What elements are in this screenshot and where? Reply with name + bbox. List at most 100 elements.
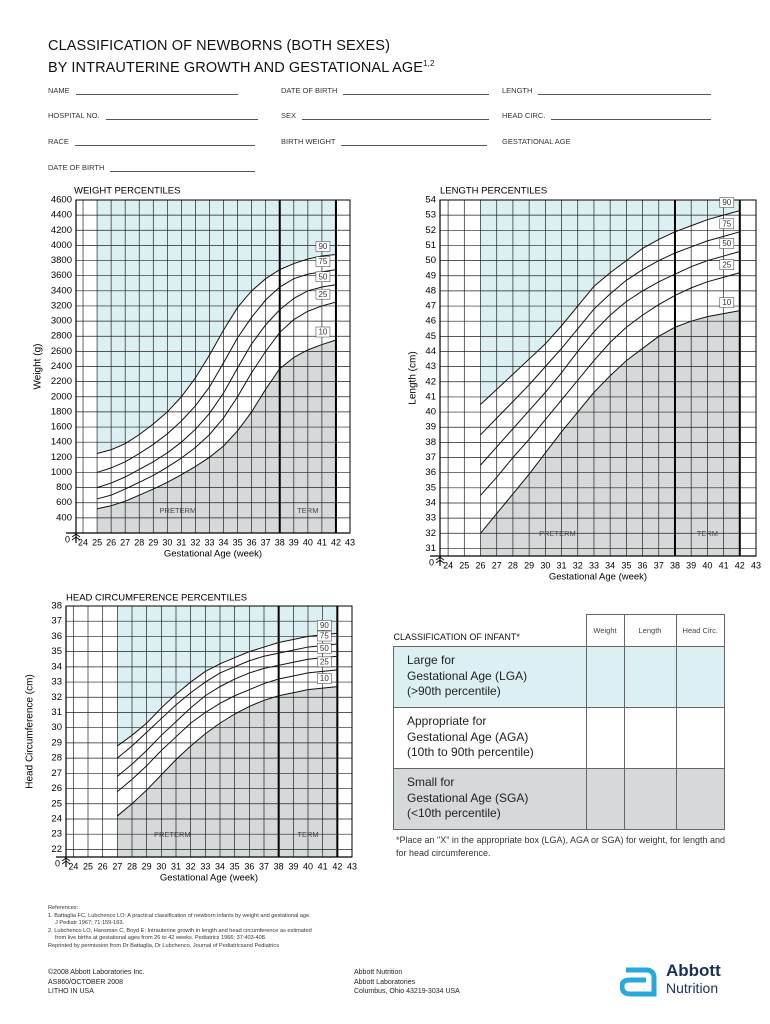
logo-shape: [620, 967, 657, 997]
reference-line: 2. Lubchenco LO, Hansman C, Boyd E: Intr…: [48, 927, 312, 934]
x-tick-label: 33: [204, 537, 214, 547]
y-tick-label: 41: [425, 391, 436, 402]
check-cell: [623, 645, 677, 708]
y-tick-label: 31: [51, 707, 62, 718]
logo-mark: [620, 967, 657, 997]
row-label-line: Gestational Age (AGA): [407, 729, 529, 744]
row-label-line: Large for: [407, 653, 456, 668]
row-label-line: Appropriate for: [407, 714, 487, 729]
y-tick-label: 4200: [51, 225, 72, 236]
series-label: 50: [318, 272, 327, 281]
x-tick-label: 29: [148, 537, 158, 547]
table-row: Appropriate for Gestational Age (AGA) (10t…: [393, 706, 725, 769]
x-tick-label: 29: [142, 861, 152, 871]
percentile-line: [96, 284, 337, 489]
x-tick-label: 39: [289, 537, 299, 547]
table-title: CLASSIFICATION OF INFANT*: [393, 614, 587, 647]
y-tick-label: 45: [425, 331, 436, 342]
x-tick-label: 24: [68, 861, 78, 871]
y-tick-label: 3400: [51, 285, 72, 296]
percentile-line: [117, 632, 338, 747]
region-label: PRETERM: [160, 506, 197, 515]
series-label: 25: [722, 260, 731, 269]
field-label: RACE: [48, 137, 69, 146]
x-tick-label: 37: [261, 537, 271, 547]
x-tick-label: 33: [589, 560, 599, 570]
y-tick-label: 25: [51, 798, 62, 809]
x-tick-label: 34: [215, 861, 225, 871]
y-tick-label: 38: [425, 437, 436, 448]
y-tick-label: 33: [425, 513, 436, 524]
x-tick-label: 36: [244, 861, 254, 871]
form-field: RACE: [48, 137, 255, 146]
check-cell: [585, 706, 625, 769]
y-tick-label: 2200: [51, 376, 72, 387]
x-tick-label: 33: [200, 861, 210, 871]
x-tick-label: 31: [557, 560, 567, 570]
series-label: 10: [318, 328, 327, 337]
form-field: HEAD CIRC.: [502, 111, 712, 120]
y-tick-label: 40: [425, 407, 436, 418]
row-label-line: Small for: [407, 775, 455, 790]
x-tick-label: 24: [443, 560, 453, 570]
series-label-box: [317, 673, 332, 684]
check-cell: [675, 767, 725, 830]
y-tick-label: 37: [51, 616, 62, 627]
title-superscript: 1,2: [423, 59, 435, 68]
percentile-line: [480, 251, 740, 466]
y-tick-label: 3000: [51, 316, 72, 327]
form-field: BIRTH WEIGHT: [281, 137, 488, 146]
y-tick-label: 32: [51, 692, 62, 703]
x-tick-label: 29: [524, 560, 534, 570]
y-tick-label: 44: [425, 346, 436, 357]
series-label: 10: [722, 298, 731, 307]
x-tick-label: 38: [275, 537, 285, 547]
y-tick-label: 35: [425, 482, 436, 493]
x-tick-label: 40: [303, 537, 313, 547]
x-tick-label: 28: [127, 861, 137, 871]
x-axis-title: Gestational Age (week): [164, 549, 262, 560]
field-label: DATE OF BIRTH: [48, 163, 105, 172]
reference-line: from live births at gestational ages fro…: [55, 935, 267, 942]
shade-above: [97, 200, 336, 454]
x-tick-label: 39: [288, 861, 298, 871]
series-label-box: [719, 238, 735, 249]
y-tick-label: 54: [425, 195, 436, 206]
y-tick-label: 43: [425, 361, 436, 372]
y-tick-label: 36: [425, 467, 436, 478]
y-tick-label: 29: [51, 737, 62, 748]
field-label: LENGTH: [502, 86, 533, 95]
x-tick-label: 27: [112, 861, 122, 871]
x-tick-label: 43: [751, 560, 761, 570]
footer-line: AS860/OCTOBER 2008: [48, 978, 123, 986]
table-note: *Place an "X" in the appropriate box (LG…: [396, 835, 726, 858]
y-tick-label: 3600: [51, 270, 72, 281]
series-label-box: [719, 197, 735, 208]
reference-line: References:: [48, 905, 79, 911]
y-tick-label: 26: [51, 783, 62, 794]
column-header: Length: [623, 614, 677, 647]
logo-text: Nutrition: [666, 980, 719, 996]
row-label: Small for Gestational Age (SGA) (<10th per…: [393, 767, 587, 830]
percentile-line: [480, 231, 740, 436]
form-field: SEX: [281, 111, 490, 120]
y-tick-label: 47: [425, 301, 436, 312]
field-label: NAME: [48, 86, 70, 95]
series-label-box: [315, 271, 331, 283]
field-label: SEX: [281, 111, 297, 120]
field-line: [74, 137, 255, 146]
y-tick-label: 52: [425, 225, 436, 236]
x-tick-label: 41: [317, 537, 327, 547]
y-tick-label: 1400: [51, 437, 72, 448]
form-field: DATE OF BIRTH: [48, 163, 256, 172]
column-header: Head Circ.: [675, 614, 725, 647]
series-label: 50: [320, 644, 329, 653]
x-tick-label: 43: [347, 861, 357, 871]
x-tick-label: 25: [92, 537, 102, 547]
field-line: [551, 111, 712, 120]
footer-middle: Abbott Nutrition Abbott Laboratories Colum…: [354, 968, 460, 997]
x-tick-label: 25: [459, 560, 469, 570]
series-label: 90: [318, 242, 327, 251]
region-label: TERM: [297, 830, 318, 839]
y-tick-label: 2000: [51, 391, 72, 402]
